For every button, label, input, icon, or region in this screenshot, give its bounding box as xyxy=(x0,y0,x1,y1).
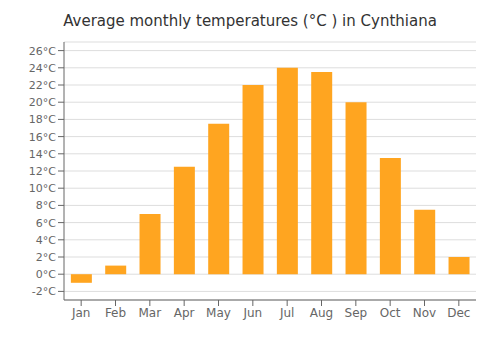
svg-text:Nov: Nov xyxy=(413,306,436,320)
svg-text:Apr: Apr xyxy=(174,306,195,320)
svg-text:18°C: 18°C xyxy=(29,113,56,126)
svg-text:24°C: 24°C xyxy=(29,62,56,75)
svg-text:Sep: Sep xyxy=(345,306,368,320)
svg-text:8°C: 8°C xyxy=(36,199,56,212)
svg-text:Jun: Jun xyxy=(242,306,262,320)
svg-text:0°C: 0°C xyxy=(36,268,56,281)
svg-text:10°C: 10°C xyxy=(29,182,56,195)
svg-text:Aug: Aug xyxy=(310,306,333,320)
svg-text:16°C: 16°C xyxy=(29,131,56,144)
svg-text:Oct: Oct xyxy=(380,306,401,320)
svg-text:Jul: Jul xyxy=(279,306,294,320)
svg-text:May: May xyxy=(206,306,231,320)
svg-text:2°C: 2°C xyxy=(36,251,56,264)
svg-text:22°C: 22°C xyxy=(29,79,56,92)
svg-text:6°C: 6°C xyxy=(36,217,56,230)
svg-text:4°C: 4°C xyxy=(36,234,56,247)
svg-text:Mar: Mar xyxy=(139,306,162,320)
svg-text:Feb: Feb xyxy=(105,306,126,320)
svg-text:14°C: 14°C xyxy=(29,148,56,161)
svg-text:26°C: 26°C xyxy=(29,45,56,58)
html-text:Average monthly temperatures (: Average monthly temperatures (°C ) in Cy… xyxy=(63,12,437,30)
svg-text:-2°C: -2°C xyxy=(32,285,56,298)
svg-text:Dec: Dec xyxy=(447,306,470,320)
svg-text:Jan: Jan xyxy=(71,306,91,320)
svg-text:12°C: 12°C xyxy=(29,165,56,178)
svg-text:20°C: 20°C xyxy=(29,96,56,109)
